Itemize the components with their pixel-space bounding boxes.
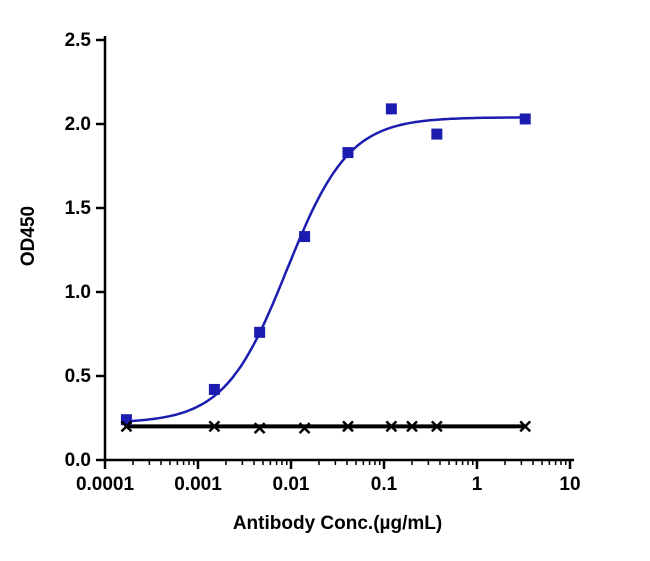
data-point-x <box>298 422 311 434</box>
x-tick-label: 0.001 <box>174 474 222 495</box>
data-point-x <box>519 420 532 433</box>
data-point-x <box>253 422 266 434</box>
x-tick-label: 1 <box>472 474 483 495</box>
data-point-square <box>254 326 266 338</box>
y-tick-label: 1.0 <box>65 282 91 303</box>
y-tick-label: 0.0 <box>65 450 91 471</box>
data-point-square <box>385 103 397 115</box>
data-point-square <box>342 147 354 159</box>
data-point-square <box>299 231 311 243</box>
y-axis-title: OD450 <box>18 205 39 267</box>
x-tick-label: 10 <box>559 474 580 495</box>
y-tick-label: 2.0 <box>65 114 91 135</box>
data-point-x <box>385 420 398 433</box>
y-tick-label: 2.5 <box>65 30 92 51</box>
data-point-x <box>342 420 354 433</box>
y-tick-label: 1.5 <box>65 198 92 219</box>
data-point-square <box>431 128 443 140</box>
data-point-square <box>208 383 220 395</box>
y-tick-label: 0.5 <box>65 366 92 387</box>
data-point-x <box>406 420 418 433</box>
x-axis-title: Antibody Conc.(µg/mL) <box>232 513 443 534</box>
x-tick-label: 0.0001 <box>76 474 135 495</box>
data-point-x <box>120 420 133 433</box>
data-point-square <box>519 113 531 125</box>
x-tick-label: 0.1 <box>371 474 398 495</box>
data-point-x <box>430 420 443 433</box>
data-point-x <box>208 420 221 433</box>
data-point-square <box>120 414 132 426</box>
x-tick-label: 0.01 <box>273 474 310 495</box>
fit-curve <box>126 116 526 423</box>
